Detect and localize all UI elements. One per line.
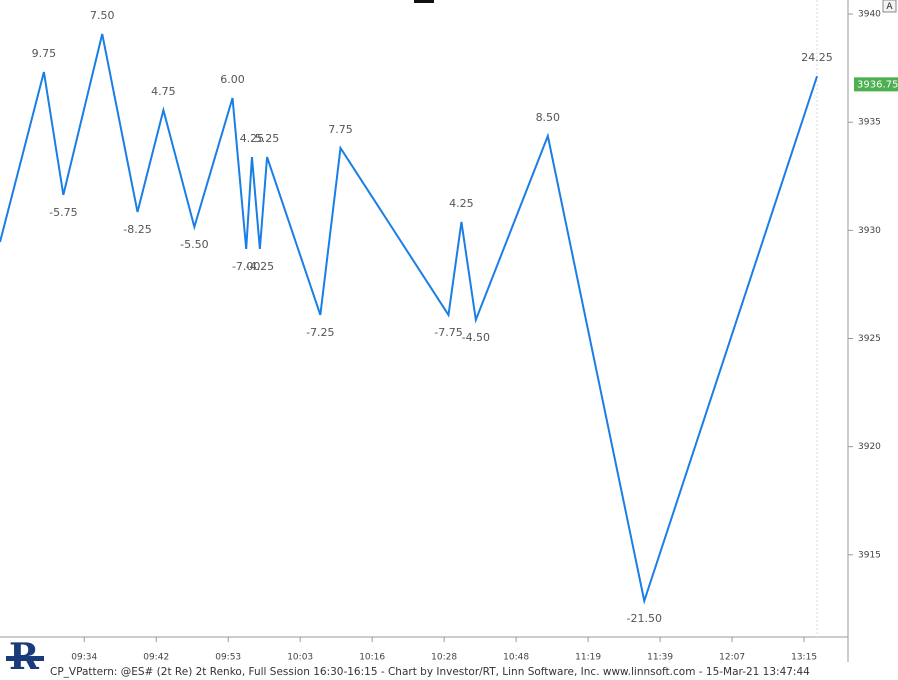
x-tick-label: 10:03 bbox=[287, 653, 313, 663]
y-tick-label: 3940 bbox=[858, 10, 881, 20]
x-tick-label: 13:15 bbox=[791, 653, 817, 663]
last-price-label: 3936.75 bbox=[857, 79, 898, 90]
x-tick-label: 10:48 bbox=[503, 653, 529, 663]
swing-label: -7.25 bbox=[306, 326, 334, 339]
x-tick-label: 10:28 bbox=[431, 653, 457, 663]
swing-label: 5.25 bbox=[255, 132, 280, 145]
zigzag-line bbox=[0, 33, 818, 605]
swing-label: 4.25 bbox=[240, 132, 265, 145]
footer: CP_VPattern: @ES# (2t Re) 2t Renko, Full… bbox=[50, 666, 810, 678]
x-tick-label: 11:19 bbox=[575, 653, 601, 663]
swing-label: 6.00 bbox=[220, 73, 245, 86]
y-tick-label: 3915 bbox=[858, 550, 881, 560]
swing-label: 4.25 bbox=[449, 197, 474, 210]
swing-label: 7.75 bbox=[328, 123, 353, 136]
y-tick-label: 3925 bbox=[858, 334, 881, 344]
y-tick-label: 3935 bbox=[858, 118, 881, 128]
x-tick-label: 09:34 bbox=[71, 653, 97, 663]
auto-scale-button[interactable] bbox=[882, 0, 897, 13]
swing-label: 4.75 bbox=[151, 85, 176, 98]
plot-area bbox=[0, 0, 848, 637]
swing-label: -7.00 bbox=[232, 260, 260, 273]
x-tick-label: 09:42 bbox=[143, 653, 169, 663]
x-tick-label: 12:07 bbox=[719, 653, 745, 663]
y-tick-label: 3930 bbox=[858, 226, 881, 236]
x-tick-label: 11:39 bbox=[647, 653, 673, 663]
swing-label: -4.25 bbox=[246, 260, 274, 273]
x-tick-label: 10:16 bbox=[359, 653, 385, 663]
swing-label: 9.75 bbox=[32, 47, 57, 60]
swing-label: 8.50 bbox=[536, 111, 561, 124]
swing-label: -8.25 bbox=[123, 223, 151, 236]
swing-label: -5.50 bbox=[180, 238, 208, 251]
x-tick-label: 09:53 bbox=[215, 653, 241, 663]
swing-label: -5.75 bbox=[49, 206, 77, 219]
y-tick-label: 3920 bbox=[858, 442, 881, 452]
swing-label: -4.50 bbox=[462, 331, 490, 344]
swing-label: 7.50 bbox=[90, 9, 115, 22]
top-marker bbox=[414, 0, 434, 3]
last-price-box bbox=[854, 77, 898, 92]
swing-label: 24.25 bbox=[801, 51, 833, 64]
swing-label: -21.50 bbox=[627, 612, 662, 625]
logo: R bbox=[6, 636, 44, 678]
auto-scale-label[interactable]: A bbox=[886, 2, 893, 12]
swing-label: -7.75 bbox=[434, 326, 462, 339]
